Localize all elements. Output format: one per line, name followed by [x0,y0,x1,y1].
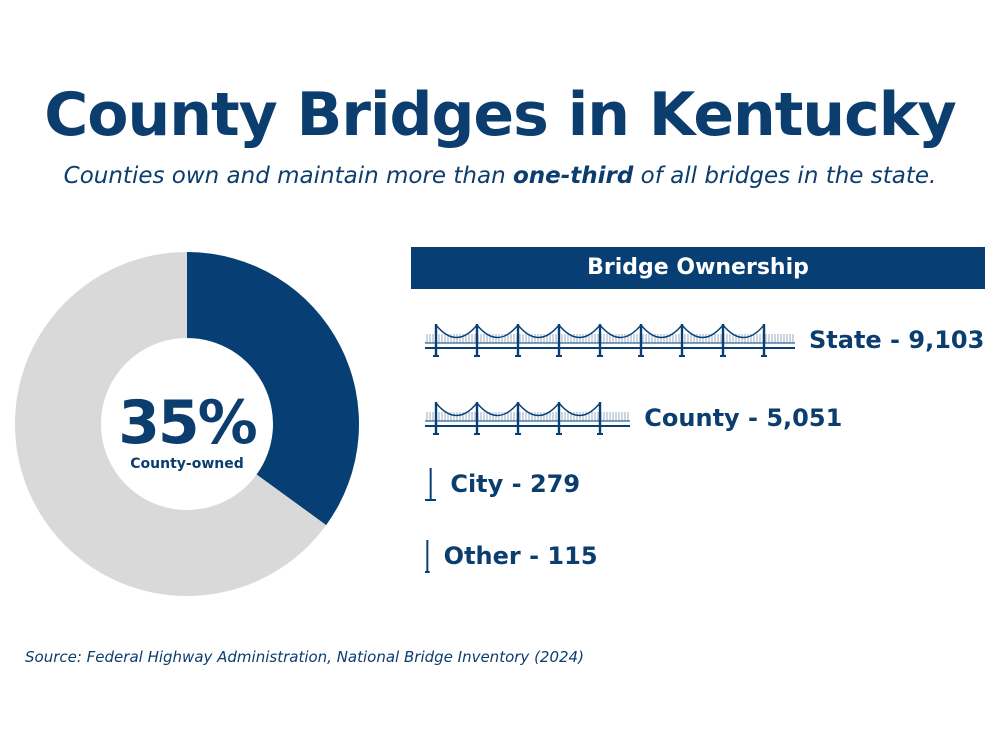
bridge-bar-city [425,468,437,501]
subtitle: Counties own and maintain more than one-… [0,163,1000,189]
bridge-row-state: State - 9,103 [425,320,984,360]
bridge-row-other: Other - 115 [425,536,598,576]
bridge-label: City - 279 [450,470,581,498]
donut-center-value: 35% [118,388,258,458]
source-note: Source: Federal Highway Administration, … [25,648,584,666]
bridge-label: Other - 115 [443,542,598,570]
bridge-bar-county [425,402,631,435]
page-title: County Bridges in Kentucky [44,80,956,150]
donut-chart [14,252,359,596]
subtitle-emphasis: one-third [512,163,634,189]
bridge-label: County - 5,051 [644,404,843,432]
donut-center-label: County-owned [130,456,244,472]
bridge-label: State - 9,103 [809,326,985,354]
subtitle-pre: Counties own and maintain more than [63,163,513,189]
donut-slice-county [187,252,359,526]
bridge-row-county: County - 5,051 [425,398,842,438]
bridge-bar-state [425,324,795,357]
bridge-bar-other [425,540,430,573]
donut-slice-other [14,252,327,596]
bridge-row-city: City - 279 [425,464,580,504]
bridge-ownership-header: Bridge Ownership [411,247,985,289]
subtitle-post: of all bridges in the state. [633,163,937,189]
